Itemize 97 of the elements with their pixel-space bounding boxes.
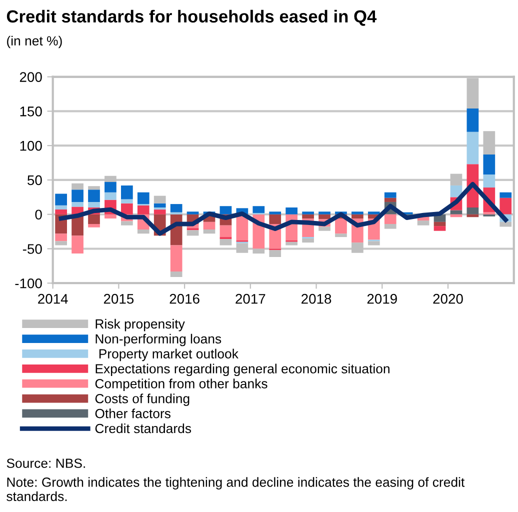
x-tick-label: 2020 xyxy=(433,294,463,304)
bar xyxy=(286,242,298,246)
bar xyxy=(55,194,67,206)
bar xyxy=(286,207,298,214)
y-tick-label: -100 xyxy=(15,278,42,288)
bar xyxy=(318,212,330,214)
line-series xyxy=(58,182,508,236)
bar xyxy=(137,205,150,214)
legend-label: Expectations regarding general economic situation xyxy=(96,364,390,376)
legend-label: Risk propensity xyxy=(96,318,185,332)
bar xyxy=(335,218,347,234)
bar xyxy=(269,214,282,224)
bar xyxy=(466,132,479,164)
y-tick-label: 0 xyxy=(35,210,42,220)
bar xyxy=(417,220,430,226)
y-tick-label: 50 xyxy=(28,175,42,186)
legend-label: Competition from other banks xyxy=(95,378,268,391)
bar xyxy=(318,214,330,220)
bar xyxy=(121,203,133,214)
bar xyxy=(368,241,380,246)
y-tick-label: 100 xyxy=(20,140,42,151)
bar xyxy=(220,239,232,246)
bar xyxy=(483,174,496,188)
bar xyxy=(88,190,100,202)
bar xyxy=(302,214,314,218)
bar xyxy=(186,212,199,214)
bar xyxy=(450,210,462,214)
bar xyxy=(220,206,232,214)
bar xyxy=(466,108,479,132)
bar xyxy=(170,204,182,212)
bar xyxy=(137,229,150,234)
bar xyxy=(269,212,282,214)
bar xyxy=(88,186,100,190)
bar xyxy=(384,214,396,224)
bar xyxy=(384,198,396,202)
bar xyxy=(434,222,446,226)
bar xyxy=(186,230,199,236)
bar xyxy=(352,214,364,218)
bar xyxy=(483,154,496,174)
bar xyxy=(72,190,84,202)
bar xyxy=(104,192,116,200)
bar xyxy=(137,192,150,204)
legend-label: Credit standards xyxy=(95,423,192,434)
bar xyxy=(203,229,216,234)
bar xyxy=(170,245,182,272)
bar xyxy=(500,198,512,214)
bar xyxy=(302,238,314,243)
bar xyxy=(55,234,67,242)
bar xyxy=(368,212,380,214)
bar xyxy=(88,224,100,228)
bar xyxy=(170,271,182,277)
bar xyxy=(55,210,67,214)
bar xyxy=(352,212,364,214)
bar xyxy=(72,236,84,254)
bar xyxy=(55,205,67,210)
bar xyxy=(72,202,84,207)
x-tick-label: 2018 xyxy=(302,294,332,304)
legend-label: Costs of funding xyxy=(95,394,190,406)
y-tick-label: 200 xyxy=(20,72,42,82)
bar xyxy=(121,199,133,204)
bar xyxy=(203,222,216,230)
bar xyxy=(384,192,396,198)
chart-subtitle: (in net %) xyxy=(7,36,62,48)
text: Note: Growth indicates the tightening and decline indicates the easing of credit standards. xyxy=(6,477,465,502)
x-tick-label: 2016 xyxy=(170,294,200,304)
bar xyxy=(154,196,166,204)
bar xyxy=(318,226,330,231)
x-tick-label: 2019 xyxy=(367,294,397,304)
bar xyxy=(88,202,100,208)
legend-label: Property market outlook xyxy=(99,348,238,362)
bar xyxy=(121,221,133,226)
x-tick-label: 2014 xyxy=(38,294,68,304)
bar xyxy=(154,203,166,208)
bar xyxy=(104,214,116,218)
bar xyxy=(154,210,166,214)
bar xyxy=(72,183,84,190)
bar xyxy=(500,192,512,198)
bar xyxy=(154,207,166,210)
legend-label: Other factors xyxy=(95,408,170,418)
bar xyxy=(384,224,396,229)
source-note: Source: NBS. xyxy=(6,458,85,468)
x-tick-label: 2015 xyxy=(104,294,134,304)
bar xyxy=(434,226,446,231)
bar xyxy=(252,206,265,213)
bar xyxy=(88,214,100,224)
chart-title: Credit standards for households eased in Q4 xyxy=(6,10,377,26)
bar xyxy=(466,207,479,214)
y-tick-label: 150 xyxy=(20,106,42,116)
y-tick-label: -50 xyxy=(22,244,42,254)
bar xyxy=(269,250,282,257)
bar xyxy=(335,234,347,238)
bar xyxy=(121,185,133,200)
x-tick-label: 2017 xyxy=(236,294,266,304)
bar xyxy=(302,212,314,214)
legend-label: Non-performing loans xyxy=(96,334,222,346)
bar xyxy=(104,182,116,192)
bar xyxy=(220,225,232,238)
